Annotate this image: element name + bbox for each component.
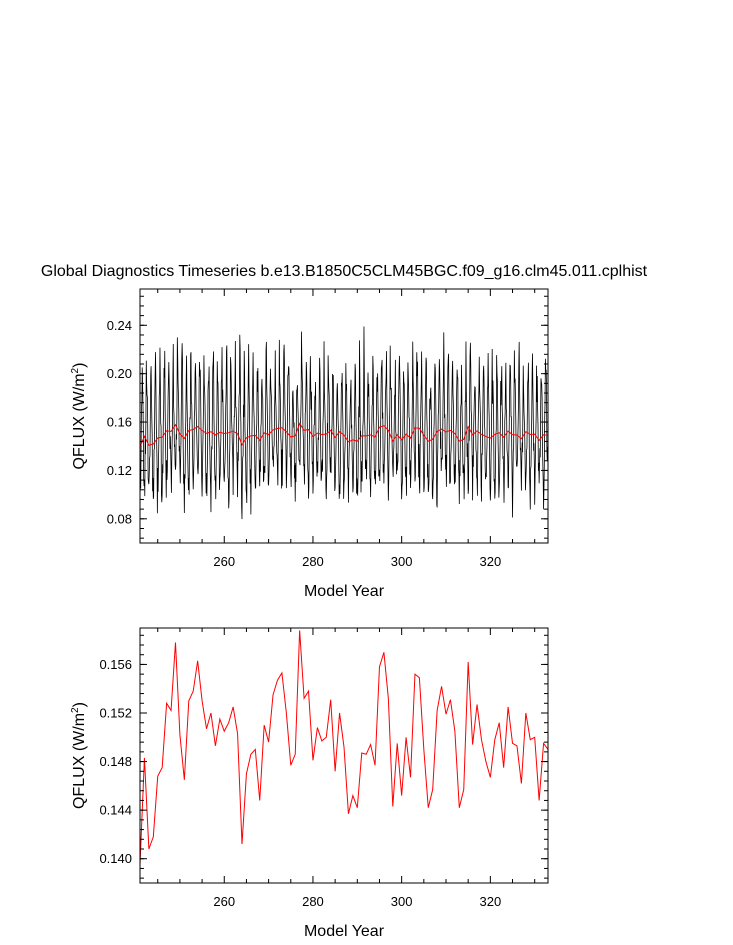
bottom-x-tick-label: 300 (391, 894, 413, 909)
bottom-y-tick-label: 0.140 (99, 851, 132, 866)
bottom-y-tick-label: 0.156 (99, 657, 132, 672)
bottom-plot-frame (139, 627, 549, 884)
top-x-tick-label: 260 (213, 554, 235, 569)
top-x-axis-label: Model Year (304, 583, 385, 600)
bottom-y-tick-label: 0.144 (99, 803, 132, 818)
top-x-tick-label: 320 (479, 554, 501, 569)
bottom-ticks: 260 280 300 320 0.140 0.144 0.148 0.152 0.156 (99, 628, 548, 909)
top-y-axis-label-main: QFLUX (W/m (71, 373, 88, 469)
top-y-tick-label: 0.16 (107, 415, 132, 430)
top-y-axis-label-sup: 2 (70, 367, 81, 373)
top-x-tick-label: 280 (302, 554, 324, 569)
bottom-y-axis-label: QFLUX (W/m2) (70, 702, 88, 809)
top-y-tick-label: 0.12 (107, 463, 132, 478)
top-monthly-series-line (139, 326, 549, 520)
bottom-series-group (139, 630, 549, 865)
top-y-axis-label: QFLUX (W/m2) (70, 363, 88, 470)
bottom-x-tick-label: 260 (213, 894, 235, 909)
top-plot: 260 280 300 320 0.08 0.12 0.16 0.20 0.24 Model Y… (70, 288, 549, 600)
top-ticks: 260 280 300 320 0.08 0.12 0.16 0.20 0.24 (107, 289, 548, 569)
top-series-group (139, 326, 549, 520)
bottom-y-tick-label: 0.152 (99, 706, 132, 721)
bottom-y-axis-label-sup: 2 (70, 707, 81, 713)
bottom-x-tick-label: 280 (302, 894, 324, 909)
bottom-x-tick-label: 320 (479, 894, 501, 909)
bottom-plot: 260 280 300 320 0.140 0.144 0.148 0.152 0.156 Mo… (70, 627, 549, 940)
top-annual-mean-line (139, 422, 549, 448)
bottom-y-axis-label-close: ) (71, 702, 88, 707)
bottom-annual-mean-line (139, 630, 549, 865)
top-y-tick-label: 0.20 (107, 366, 132, 381)
bottom-y-axis-label-main: QFLUX (W/m (71, 713, 88, 809)
chart-title: Global Diagnostics Timeseries b.e13.B185… (41, 263, 648, 280)
top-x-tick-label: 300 (391, 554, 413, 569)
bottom-x-axis-label: Model Year (304, 923, 385, 940)
top-plot-frame (139, 288, 549, 544)
top-y-tick-label: 0.24 (107, 318, 132, 333)
bottom-y-tick-label: 0.148 (99, 754, 132, 769)
top-y-tick-label: 0.08 (107, 511, 132, 526)
top-y-axis-label-close: ) (71, 363, 88, 368)
